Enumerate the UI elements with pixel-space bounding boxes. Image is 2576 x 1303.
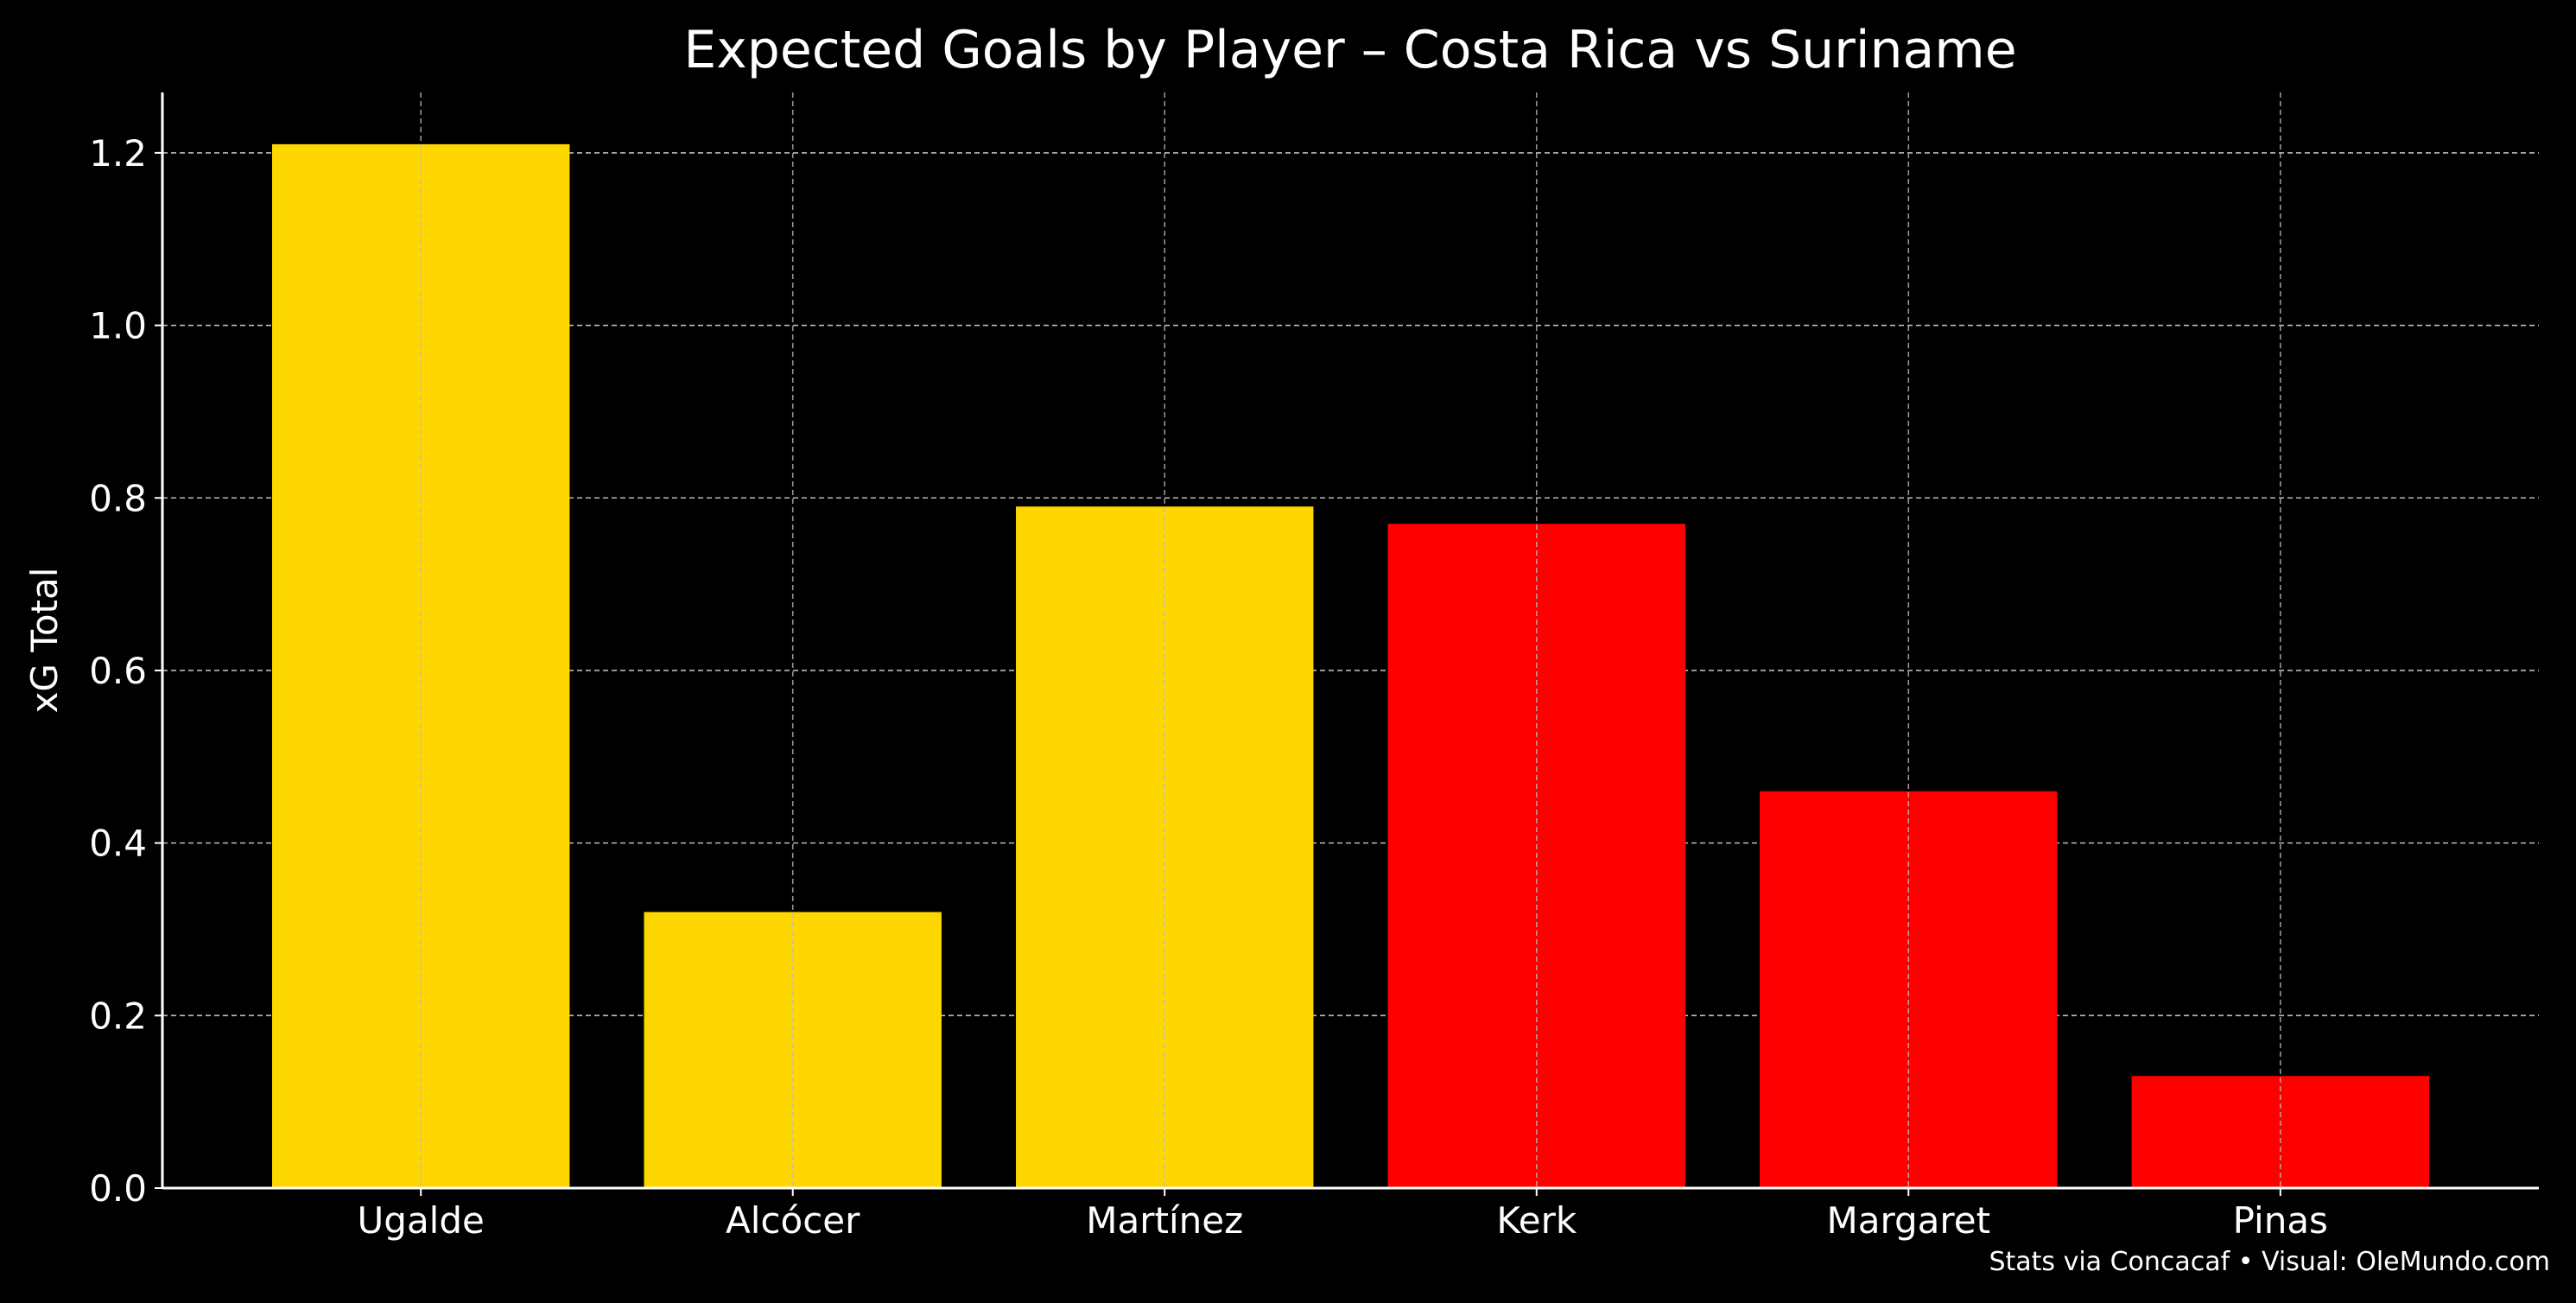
y-tick-label: 1.2 bbox=[89, 132, 147, 175]
y-axis-label: xG Total bbox=[23, 568, 66, 714]
x-tick-label: Margaret bbox=[1826, 1199, 1990, 1242]
y-tick-label: 0.0 bbox=[89, 1167, 147, 1210]
y-ticks: 0.0 0.2 0.4 0.6 0.8 1.0 1.2 bbox=[89, 132, 162, 1210]
vertical-grid bbox=[420, 92, 2281, 1188]
x-tick-label: Alcócer bbox=[726, 1199, 860, 1242]
x-ticks: Ugalde Alcócer Martínez Kerk Margaret Pinas bbox=[358, 1188, 2328, 1242]
x-tick-label: Ugalde bbox=[358, 1199, 485, 1242]
y-tick-label: 0.4 bbox=[89, 823, 147, 865]
y-tick-label: 0.8 bbox=[89, 477, 147, 519]
chart-title: Expected Goals by Player – Costa Rica vs… bbox=[683, 20, 2016, 80]
bar-margaret bbox=[1760, 791, 2058, 1188]
x-tick-label: Pinas bbox=[2233, 1199, 2328, 1242]
x-tick-label: Martínez bbox=[1086, 1199, 1243, 1242]
y-tick-label: 0.6 bbox=[89, 650, 147, 692]
y-tick-label: 1.0 bbox=[89, 305, 147, 347]
footnote: Stats via Concacaf • Visual: OleMundo.co… bbox=[1989, 1247, 2550, 1277]
x-tick-label: Kerk bbox=[1496, 1199, 1577, 1242]
y-tick-label: 0.2 bbox=[89, 995, 147, 1037]
grid bbox=[162, 152, 2539, 1017]
